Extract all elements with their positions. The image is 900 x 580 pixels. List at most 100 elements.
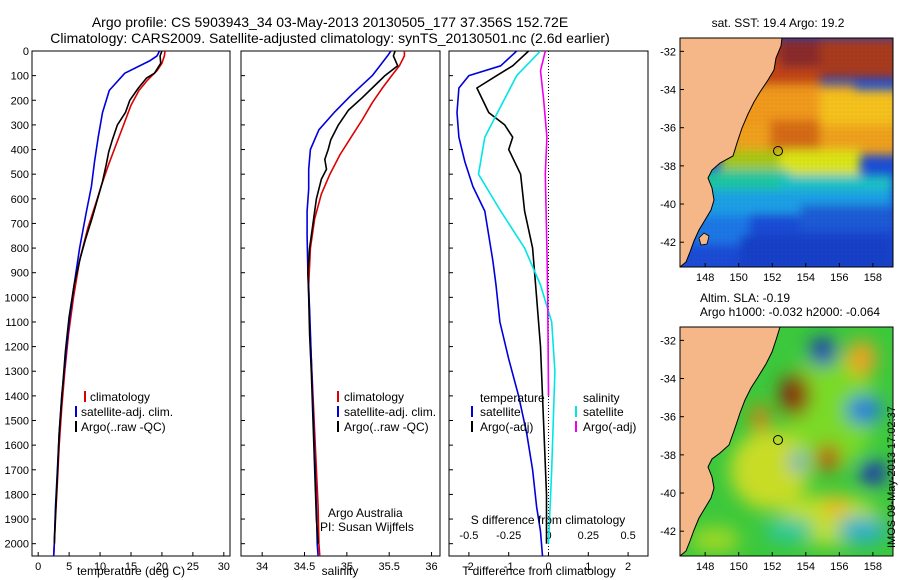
- lon-tick-label: 152: [763, 272, 781, 284]
- x-tick-label: 5: [66, 561, 72, 573]
- legend-label-t-argo: Argo(-adj): [480, 420, 533, 434]
- depth-tick-label: 0: [23, 46, 29, 58]
- difference-depth-ticks: [449, 50, 453, 545]
- s-tick-label: -0.25: [496, 530, 521, 542]
- depth-tick-label: 700: [11, 218, 29, 230]
- sla-map-ticks: -32 -34 -36 -38 -40 -42 148 150 152 154 156 158: [660, 335, 882, 573]
- depth-tick-label: 100: [11, 71, 29, 83]
- lat-tick-label: -38: [660, 161, 676, 173]
- legend-label-argo: Argo(..raw -QC): [344, 420, 429, 434]
- profile-location-marker-sla: [773, 435, 783, 445]
- legend-swatch-satellite: [75, 406, 77, 417]
- series-line-salinity-satellite: [477, 51, 556, 544]
- legend-swatch-satellite: [337, 406, 339, 417]
- x-tick-label: 30: [218, 561, 230, 573]
- title-line-2: Climatology: CARS2009. Satellite-adjuste…: [50, 30, 610, 46]
- lon-tick-label: 150: [730, 272, 748, 284]
- salinity-ticks: 34 34.5 35 35.5 36: [256, 552, 438, 573]
- annotation-pi: PI: Susan Wijffels: [320, 520, 414, 534]
- legend-swatch-climatology: [337, 391, 339, 402]
- x-tick-label: 15: [125, 561, 137, 573]
- sst-map: sat. SST: 19.4 Argo: 19.2: [660, 16, 894, 284]
- legend-label-climatology: climatology: [344, 390, 404, 404]
- lon-tick-label: 158: [864, 272, 882, 284]
- x-tick-label: 2: [625, 561, 631, 573]
- depth-tick-label: 300: [11, 120, 29, 132]
- temperature-series: [52, 51, 166, 556]
- series-line-argo-raw-qc: [53, 51, 163, 544]
- imos-timestamp: IMOS 09-May-2013 17:02:37: [886, 406, 898, 548]
- lat-tick-label: -36: [660, 412, 676, 424]
- lon-tick-label: 150: [730, 561, 748, 573]
- legend-swatch-climatology: [84, 391, 86, 402]
- x-tick-label: 10: [94, 561, 106, 573]
- difference-legend: temperature satellite Argo(-adj) salinit…: [471, 391, 636, 434]
- depth-tick-label: 1400: [5, 391, 29, 403]
- lat-tick-label: -32: [660, 46, 676, 58]
- salinity-legend: climatology satellite-adj. clim. Argo(..…: [337, 390, 436, 434]
- salinity-axes-box: [240, 50, 441, 557]
- x-tick-label: -2: [464, 561, 474, 573]
- depth-tick-label: 900: [11, 268, 29, 280]
- series-line-argo-raw-qc: [307, 51, 399, 544]
- s-tick-label: -0.5: [459, 530, 478, 542]
- t-difference-ticks: -2 -1 0 1 2: [464, 552, 631, 573]
- temperature-ticks: 0 5 10 15 20 25 30: [35, 552, 230, 573]
- lat-tick-label: -42: [660, 526, 676, 538]
- depth-tick-label: 1800: [5, 489, 29, 501]
- x-tick-label: 0: [35, 561, 41, 573]
- s-difference-ticks: -0.5 -0.25 0 0.25 0.5: [459, 530, 635, 542]
- lon-tick-label: 154: [797, 272, 815, 284]
- legend-swatch-s-satellite: [575, 406, 577, 417]
- annotation-argo-australia: Argo Australia: [328, 506, 403, 520]
- lon-tick-label: 148: [696, 272, 714, 284]
- salinity-xlabel: salinity: [322, 564, 359, 578]
- depth-tick-label: 1500: [5, 416, 29, 428]
- s-tick-label: 0.5: [620, 530, 635, 542]
- legend-label-s-argo: Argo(-adj): [583, 420, 636, 434]
- x-tick-label: 35.5: [378, 561, 399, 573]
- series-line-temperature-satellite: [456, 51, 544, 556]
- legend-label-s-satellite: satellite: [583, 405, 624, 419]
- difference-panel: -2 -1 0 1 2 -0.5 -0.25 0 0.25 0.5 T difference f…: [448, 50, 649, 578]
- depth-tick-label: 800: [11, 243, 29, 255]
- lat-tick-label: -38: [660, 450, 676, 462]
- sla-map: Altim. SLA: -0.19 Argo h1000: -0.032 h20…: [660, 291, 894, 573]
- temperature-legend: climatology satellite-adj. clim. Argo(..…: [75, 390, 173, 434]
- depth-tick-label: 400: [11, 145, 29, 157]
- temperature-panel: 0100200300400500600700800900100011001200…: [5, 46, 231, 578]
- tasmania-islands: [698, 232, 710, 246]
- lat-tick-label: -36: [660, 123, 676, 135]
- profile-location-marker: [773, 146, 783, 156]
- land-mass-sla: [680, 327, 781, 556]
- legend-swatch-t-satellite: [471, 406, 473, 417]
- temperature-axes-box: [31, 50, 231, 557]
- series-line-temperature-argo-adj: [476, 51, 548, 544]
- sla-map-title-2: Argo h1000: -0.032 h2000: -0.064: [700, 305, 880, 319]
- sla-map-title-1: Altim. SLA: -0.19: [700, 291, 790, 305]
- x-tick-label: 1: [585, 561, 591, 573]
- lat-tick-label: -42: [660, 237, 676, 249]
- s-tick-label: 0.25: [578, 530, 599, 542]
- depth-tick-label: 200: [11, 95, 29, 107]
- salinity-panel: 34 34.5 35 35.5 36 salinity climatology sate…: [240, 50, 441, 578]
- legend-label-t-satellite: satellite: [480, 405, 521, 419]
- depth-tick-label: 1000: [5, 292, 29, 304]
- lon-tick-label: 158: [864, 561, 882, 573]
- salinity-depth-ticks: [241, 50, 245, 545]
- lat-tick-label: -34: [660, 374, 676, 386]
- s-difference-label: S difference from climatology: [471, 513, 626, 527]
- depth-tick-label: 600: [11, 194, 29, 206]
- legend-label-satellite: satellite-adj. clim.: [81, 405, 173, 419]
- lon-tick-label: 156: [830, 561, 848, 573]
- lat-tick-label: -34: [660, 85, 676, 97]
- legend-swatch-s-argo: [575, 421, 577, 432]
- x-tick-label: 34: [256, 561, 268, 573]
- depth-tick-label: 1900: [5, 514, 29, 526]
- legend-label-satellite: satellite-adj. clim.: [344, 405, 436, 419]
- depth-tick-label: 1700: [5, 465, 29, 477]
- x-tick-label: 35: [341, 561, 353, 573]
- legend-heading-temperature: temperature: [480, 391, 545, 405]
- series-line-climatology: [307, 51, 406, 556]
